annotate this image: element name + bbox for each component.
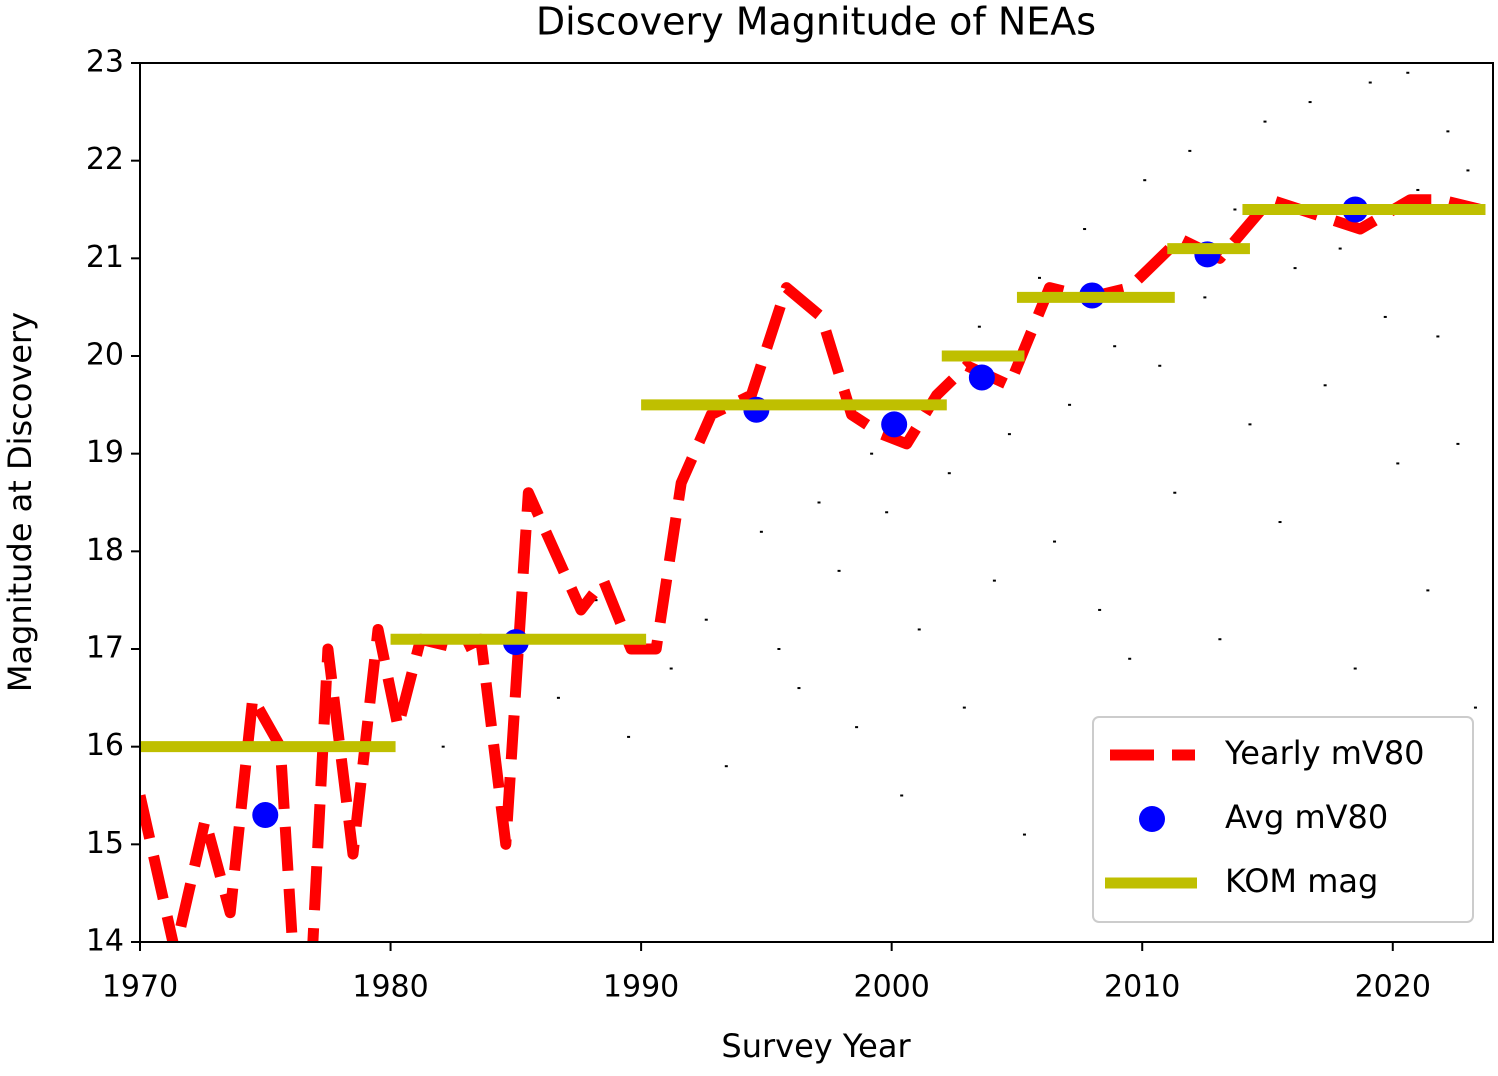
scatter-point [1188, 149, 1192, 152]
y-tick-label: 22 [86, 142, 124, 177]
scatter-point [837, 569, 841, 572]
scatter-point [855, 726, 859, 729]
y-axis-label: Magnitude at Discovery [1, 312, 39, 692]
scatter-point [947, 472, 951, 475]
y-tick-label: 17 [86, 631, 124, 666]
scatter-point [1037, 276, 1041, 279]
scatter-point [1083, 228, 1087, 231]
y-tick-label: 20 [86, 338, 124, 373]
yearly-line [140, 194, 1482, 942]
scatter-point [1233, 208, 1237, 211]
scatter-point [1308, 101, 1312, 104]
scatter-point [1416, 188, 1420, 191]
scatter-point [1323, 384, 1327, 387]
avg-point [252, 802, 279, 829]
scatter-point [1436, 335, 1440, 338]
legend-box [1092, 716, 1474, 923]
scatter-point [1022, 833, 1026, 836]
y-tick-label: 23 [86, 45, 124, 80]
legend-symbol [1139, 806, 1165, 832]
scatter-point [556, 696, 560, 699]
scatter-point [1466, 169, 1470, 172]
legend: Yearly mV80 Avg mV80 KOM mag [1092, 716, 1474, 923]
legend-label: Yearly mV80 [1224, 734, 1425, 772]
scatter-point [669, 667, 673, 670]
scatter-point [441, 745, 445, 748]
y-tick-label: 21 [86, 240, 124, 275]
scatter-point [1383, 315, 1387, 318]
scatter-point [1353, 667, 1357, 670]
scatter-point [1098, 608, 1102, 611]
scatter-point [900, 794, 904, 797]
scatter-point [1368, 81, 1372, 84]
y-tick-label: 16 [86, 728, 124, 763]
avg-point [881, 411, 908, 438]
scatter-point [962, 706, 966, 709]
x-tick-label: 2010 [1104, 970, 1180, 1005]
scatter-point [1128, 657, 1132, 660]
scatter-point [777, 648, 781, 650]
chart-title: Discovery Magnitude of NEAs [536, 0, 1096, 44]
scatter-point [724, 765, 728, 768]
scatter-point [797, 687, 801, 690]
scatter-point [885, 511, 889, 514]
scatter-point [1158, 364, 1162, 367]
scatter-point [1406, 71, 1410, 74]
x-tick-label: 1980 [352, 970, 428, 1005]
scatter-point [704, 618, 708, 621]
scatter-point [1248, 423, 1252, 426]
scatter-point [1203, 296, 1207, 299]
scatter-point [1143, 179, 1147, 182]
y-tick-label: 14 [86, 924, 124, 959]
legend-label: KOM mag [1225, 862, 1378, 900]
scatter-point [1218, 638, 1222, 641]
y-tick-label: 18 [86, 533, 124, 568]
scatter-point [992, 579, 996, 582]
scatter-point [1068, 403, 1072, 406]
axes-frame [139, 62, 1494, 943]
avg-point [968, 364, 995, 391]
x-tick-label: 1970 [102, 970, 178, 1005]
scatter-point [1446, 130, 1450, 133]
scatter-point [627, 735, 631, 738]
y-tick-label: 15 [86, 826, 124, 861]
scatter-point [1173, 491, 1177, 494]
scatter-point [1278, 521, 1282, 524]
scatter-point [759, 530, 763, 533]
scatter-point [1338, 247, 1342, 250]
scatter-point [1007, 433, 1011, 436]
scatter-point [594, 599, 598, 602]
scatter-point [1456, 442, 1460, 445]
scatter-point [1113, 345, 1117, 348]
scatter-point [1053, 540, 1057, 543]
scatter-point [977, 325, 981, 328]
scatter-point [1396, 462, 1400, 465]
scatter-point [1293, 267, 1297, 270]
scatter-point [870, 452, 874, 455]
y-tick-label: 19 [86, 435, 124, 470]
scatter-point [917, 628, 921, 631]
scatter-point [817, 501, 821, 504]
plot-area [140, 71, 1486, 942]
scatter-point [1263, 120, 1267, 123]
x-tick-label: 2020 [1355, 970, 1431, 1005]
x-tick-label: 2000 [853, 970, 929, 1005]
scatter-point [1426, 589, 1430, 592]
x-axis-label: Survey Year [721, 1027, 911, 1065]
scatter-point [1473, 706, 1477, 709]
x-tick-label: 1990 [603, 970, 679, 1005]
legend-label: Avg mV80 [1225, 798, 1388, 836]
